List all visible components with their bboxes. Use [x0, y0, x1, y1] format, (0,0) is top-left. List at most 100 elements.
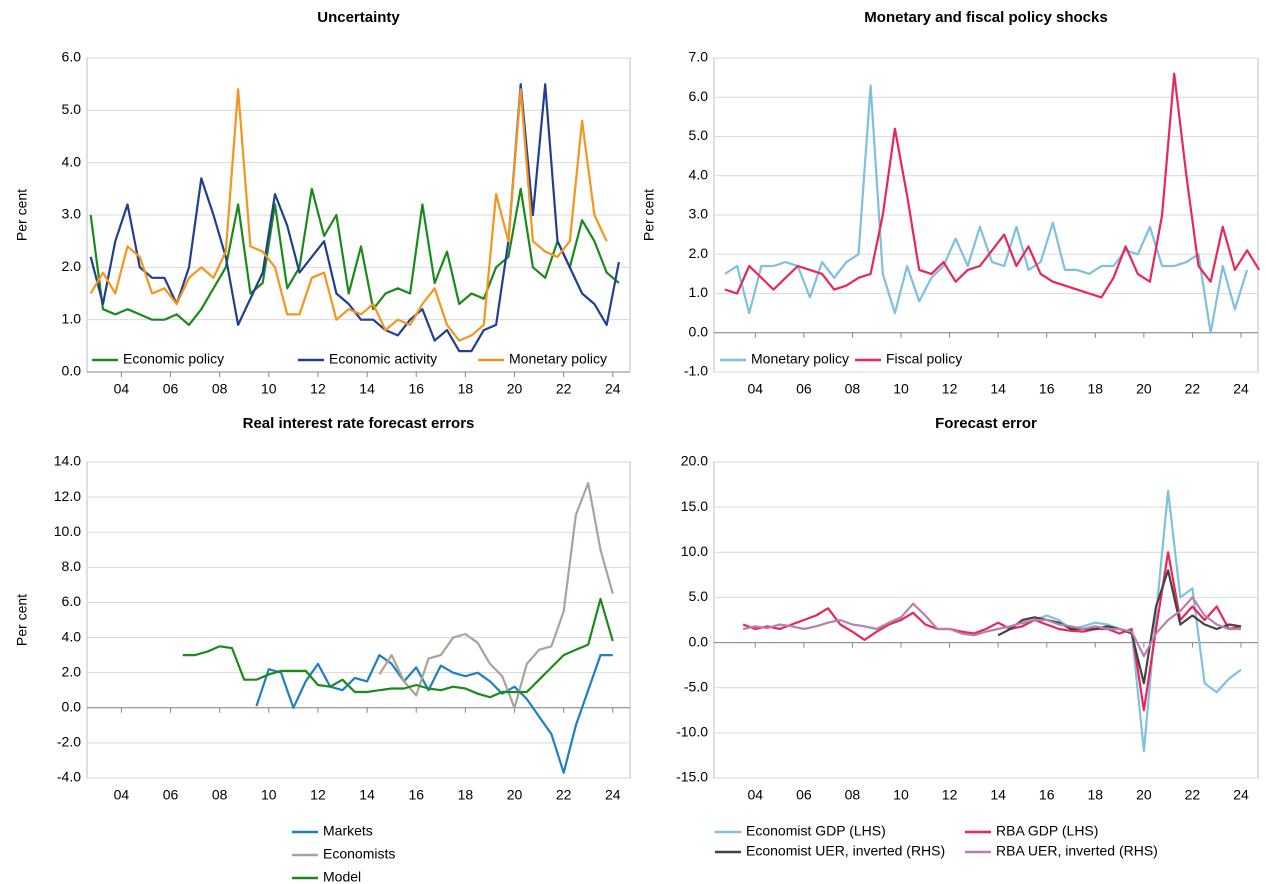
chart-title: Forecast error [935, 415, 1037, 432]
legend-label: Model [323, 869, 361, 884]
x-tick-label: 08 [845, 381, 861, 397]
x-tick-label: 12 [310, 787, 326, 803]
y-tick-label: 8.0 [62, 558, 82, 574]
x-tick-label: 08 [212, 381, 228, 397]
x-tick-label: 20 [507, 381, 523, 397]
x-tick-label: 08 [845, 787, 861, 803]
x-tick-label: 24 [1233, 787, 1249, 803]
y-tick-label: 0.0 [689, 323, 709, 339]
legend-label: Economist GDP (LHS) [746, 823, 886, 839]
x-tick-label: 10 [893, 381, 909, 397]
y-tick-label: 0.0 [62, 698, 82, 714]
y-tick-label: 4.0 [62, 628, 82, 644]
x-tick-label: 18 [458, 787, 474, 803]
x-tick-label: 24 [605, 381, 621, 397]
y-tick-label: 5.0 [689, 127, 709, 143]
x-tick-label: 22 [556, 381, 572, 397]
y-axis-label: Per cent [14, 189, 30, 241]
legend-label: Fiscal policy [886, 351, 962, 367]
legend-label: Economic policy [123, 351, 224, 367]
x-tick-label: 24 [605, 787, 621, 803]
y-tick-label: 4.0 [62, 153, 82, 169]
y-tick-label: 1.0 [689, 284, 709, 300]
x-tick-label: 12 [942, 381, 958, 397]
y-tick-label: 1.0 [62, 310, 82, 326]
x-tick-label: 06 [163, 787, 179, 803]
legend-label: Economist UER, inverted (RHS) [746, 843, 945, 859]
y-tick-label: 15.0 [681, 498, 708, 514]
x-tick-label: 18 [458, 381, 474, 397]
y-tick-label: 6.0 [62, 593, 82, 609]
series-line [724, 72, 1261, 299]
y-tick-label: -2.0 [57, 734, 81, 750]
y-tick-label: 5.0 [689, 588, 709, 604]
x-tick-label: 06 [163, 381, 179, 397]
x-tick-label: 08 [212, 787, 228, 803]
x-tick-label: 10 [261, 381, 277, 397]
y-tick-label: 12.0 [54, 488, 81, 504]
y-tick-label: -5.0 [684, 678, 708, 694]
y-tick-label: 5.0 [62, 101, 82, 117]
x-tick-label: 16 [1039, 787, 1055, 803]
series-line [89, 187, 620, 326]
series-line [742, 551, 1242, 712]
chart-title: Uncertainty [317, 9, 400, 26]
y-axis-label: Per cent [14, 594, 30, 646]
y-tick-label: 0.0 [689, 633, 709, 649]
series-line [182, 597, 614, 699]
x-tick-label: 10 [261, 787, 277, 803]
x-tick-label: 20 [507, 787, 523, 803]
y-tick-label: 0.0 [62, 363, 82, 379]
x-tick-label: 18 [1087, 787, 1103, 803]
y-tick-label: 2.0 [62, 258, 82, 274]
legend-label: Economists [323, 846, 395, 862]
x-tick-label: 04 [747, 381, 763, 397]
x-tick-label: 14 [359, 787, 375, 803]
y-tick-label: -10.0 [676, 724, 708, 740]
x-tick-label: 06 [796, 381, 812, 397]
y-tick-label: 3.0 [62, 206, 82, 222]
legend-label: Monetary policy [751, 351, 849, 367]
x-tick-label: 10 [893, 787, 909, 803]
x-tick-label: 16 [408, 381, 424, 397]
series-line [742, 596, 1241, 658]
y-tick-label: -15.0 [676, 769, 708, 785]
series-line [997, 569, 1242, 685]
x-tick-label: 22 [1185, 787, 1201, 803]
x-tick-label: 14 [990, 381, 1006, 397]
x-tick-label: 14 [359, 381, 375, 397]
series-line [89, 88, 608, 342]
x-tick-label: 18 [1087, 381, 1103, 397]
x-tick-label: 04 [114, 381, 130, 397]
y-tick-label: -1.0 [684, 363, 708, 379]
x-tick-label: 22 [1185, 381, 1201, 397]
y-tick-label: 14.0 [54, 453, 81, 469]
chart-title: Real interest rate forecast errors [243, 415, 475, 432]
x-tick-label: 04 [747, 787, 763, 803]
x-tick-label: 04 [114, 787, 130, 803]
x-tick-label: 12 [310, 381, 326, 397]
legend-label: RBA UER, inverted (RHS) [996, 843, 1158, 859]
legend-label: Economic activity [329, 351, 437, 367]
plot-area [713, 461, 1259, 779]
y-tick-label: -4.0 [57, 769, 81, 785]
series-line [378, 482, 614, 709]
legend-label: RBA GDP (LHS) [996, 823, 1098, 839]
x-tick-label: 22 [556, 787, 572, 803]
y-tick-label: 6.0 [62, 49, 82, 65]
legend-label: Markets [323, 823, 373, 839]
series-line [724, 84, 1249, 334]
x-tick-label: 06 [796, 787, 812, 803]
x-tick-label: 20 [1136, 787, 1152, 803]
x-tick-label: 16 [408, 787, 424, 803]
y-tick-label: 2.0 [689, 245, 709, 261]
x-tick-label: 20 [1136, 381, 1152, 397]
x-tick-label: 16 [1039, 381, 1055, 397]
chart-title: Monetary and fiscal policy shocks [864, 9, 1107, 26]
series-line [255, 654, 613, 774]
y-tick-label: 3.0 [689, 206, 709, 222]
legend-label: Monetary policy [509, 351, 607, 367]
x-tick-label: 24 [1233, 381, 1249, 397]
y-tick-label: 10.0 [54, 523, 81, 539]
